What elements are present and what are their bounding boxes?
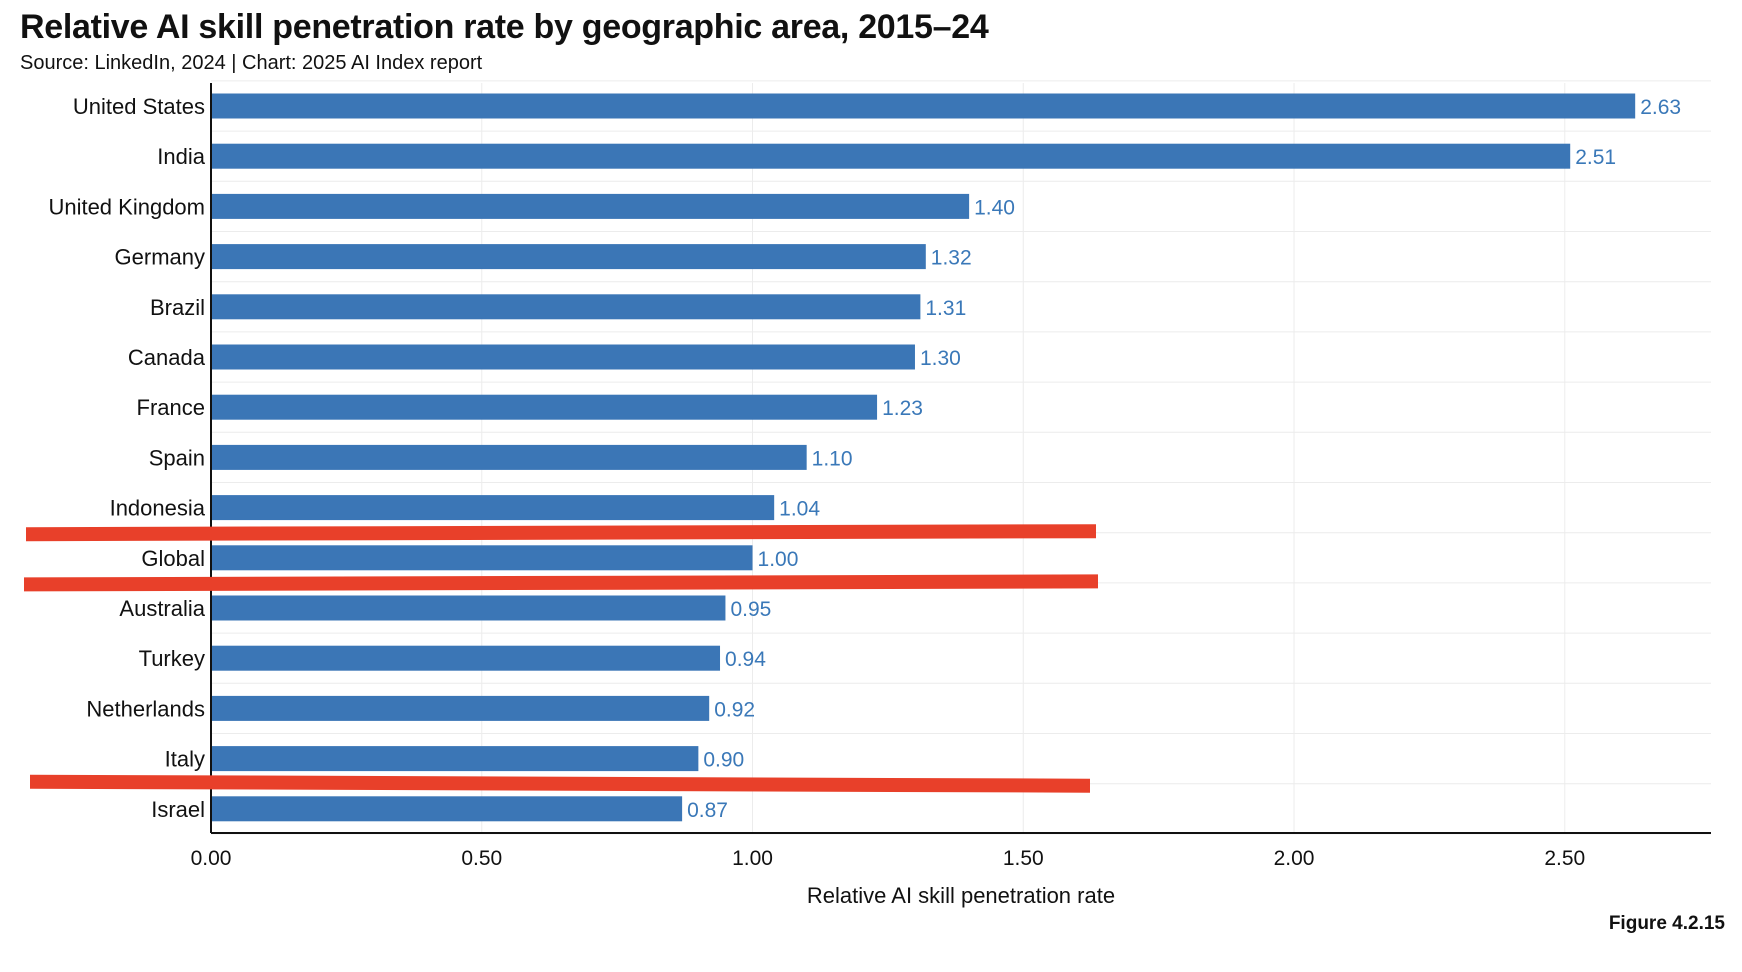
value-label: 0.92	[714, 698, 755, 721]
value-label: 1.31	[925, 297, 966, 320]
value-label: 1.32	[931, 247, 972, 270]
category-label: Global	[141, 546, 205, 571]
bar	[211, 444, 807, 470]
highlight-annotations	[24, 524, 1098, 793]
x-tick-labels: 0.00 0.50 1.00 1.50 2.00 2.50	[191, 847, 1586, 870]
category-label: Brazil	[150, 295, 205, 320]
bar	[211, 695, 710, 721]
category-label: United States	[73, 94, 205, 119]
bar	[211, 93, 1636, 119]
bar	[211, 746, 699, 772]
bars	[211, 93, 1636, 822]
category-label: France	[137, 395, 205, 420]
chart-subtitle: Source: LinkedIn, 2024 | Chart: 2025 AI …	[20, 52, 483, 74]
value-label: 0.87	[687, 799, 728, 822]
category-label: Canada	[128, 345, 206, 370]
bar	[211, 495, 775, 521]
category-label: Germany	[115, 245, 205, 270]
value-label: 2.51	[1575, 146, 1616, 169]
bar	[211, 143, 1571, 169]
bar	[211, 344, 915, 370]
category-label: Spain	[149, 445, 205, 470]
value-label: 0.90	[703, 749, 744, 772]
bar	[211, 796, 683, 822]
bar	[211, 244, 926, 270]
category-label: India	[157, 144, 205, 169]
bar	[211, 294, 921, 320]
value-labels: 2.63 2.51 1.40 1.32 1.31 1.30 1.23 1.10 1.04 1.00…	[687, 96, 1681, 822]
highlight-line	[30, 774, 1090, 793]
x-tick-label: 0.00	[191, 847, 232, 870]
category-label: Indonesia	[110, 496, 206, 521]
category-label: Italy	[165, 747, 205, 772]
value-label: 1.30	[920, 347, 961, 370]
value-label: 1.23	[882, 397, 923, 420]
bar	[211, 193, 970, 219]
category-label: Israel	[151, 797, 205, 822]
x-axis-title: Relative AI skill penetration rate	[807, 883, 1115, 908]
value-label: 1.10	[812, 447, 853, 470]
bar	[211, 394, 878, 420]
bar	[211, 595, 726, 621]
category-label: Turkey	[139, 646, 205, 671]
highlight-line	[24, 574, 1098, 592]
highlight-line	[26, 524, 1096, 542]
category-label: United Kingdom	[48, 194, 205, 219]
value-label: 1.00	[758, 548, 799, 571]
x-tick-label: 0.50	[461, 847, 502, 870]
value-label: 2.63	[1640, 96, 1681, 119]
value-label: 0.95	[730, 598, 771, 621]
category-label: Netherlands	[86, 696, 205, 721]
bar	[211, 545, 753, 571]
value-label: 1.40	[974, 196, 1015, 219]
x-tick-label: 1.00	[732, 847, 773, 870]
bar	[211, 645, 721, 671]
x-tick-label: 2.50	[1544, 847, 1585, 870]
axes	[210, 83, 1711, 834]
x-tick-label: 1.50	[1003, 847, 1044, 870]
x-tick-label: 2.00	[1274, 847, 1315, 870]
chart-title: Relative AI skill penetration rate by ge…	[20, 8, 989, 46]
value-label: 0.94	[725, 648, 766, 671]
figure-label: Figure 4.2.15	[1608, 913, 1725, 934]
value-label: 1.04	[779, 498, 820, 521]
category-label: Australia	[119, 596, 205, 621]
category-labels: United States India United Kingdom Germany B…	[48, 94, 205, 822]
